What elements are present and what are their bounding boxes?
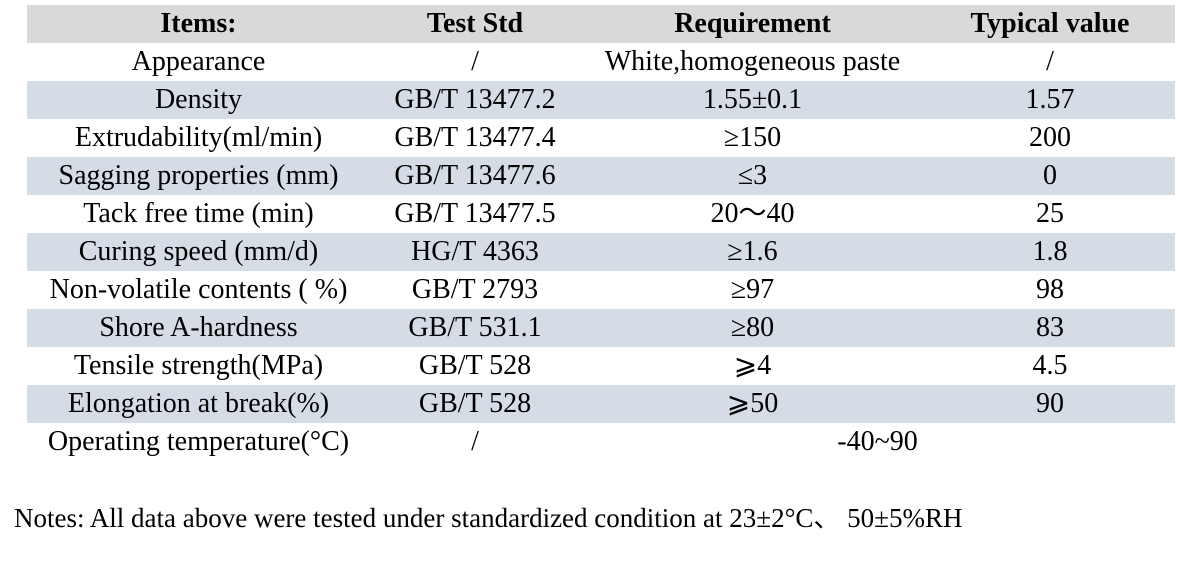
cell-item: Extrudability(ml/min)	[74, 122, 323, 154]
column-header-items: Items:	[27, 5, 370, 43]
cell-item: Operating temperature(°C)	[47, 426, 350, 458]
cell-test-std: GB/T 13477.5	[394, 198, 556, 230]
table-body: Appearance / White,homogeneous paste / D…	[27, 43, 1175, 461]
cell-item: Appearance	[131, 46, 266, 78]
cell-requirement-typical-merged: -40~90	[837, 426, 918, 458]
column-header-test-std: Test Std	[370, 5, 580, 43]
cell-item: Shore A-hardness	[99, 312, 298, 344]
cell-item: Sagging properties (mm)	[58, 160, 339, 192]
cell-item: Curing speed (mm/d)	[78, 236, 319, 268]
cell-requirement: 20～40	[710, 198, 795, 230]
cell-requirement: ≥1.6	[727, 236, 778, 268]
cell-typical-value: 1.57	[1025, 84, 1075, 116]
table-row-non-volatile-contents: Non-volatile contents ( %) GB/T 2793 ≥97…	[27, 271, 1175, 309]
table-row-shore-a-hardness: Shore A-hardness GB/T 531.1 ≥80 83	[27, 309, 1175, 347]
cell-test-std: GB/T 13477.4	[394, 122, 556, 154]
table-row-elongation-at-break: Elongation at break(%) GB/T 528 ⩾50 90	[27, 385, 1175, 423]
cell-requirement: ⩾4	[733, 350, 772, 382]
cell-test-std: GB/T 13477.2	[394, 84, 556, 116]
cell-test-std: /	[471, 46, 479, 78]
cell-typical-value: 83	[1036, 312, 1064, 344]
cell-test-std: /	[471, 426, 479, 458]
cell-requirement: ≤3	[737, 160, 768, 192]
cell-test-std: GB/T 531.1	[408, 312, 542, 344]
cell-test-std: GB/T 13477.6	[394, 160, 556, 192]
table-row-density: Density GB/T 13477.2 1.55±0.1 1.57	[27, 81, 1175, 119]
column-header-requirement: Requirement	[580, 5, 925, 43]
cell-requirement: ⩾50	[726, 388, 779, 420]
cell-typical-value: 25	[1036, 198, 1064, 230]
cell-test-std: GB/T 528	[418, 388, 532, 420]
cell-requirement: 1.55±0.1	[702, 84, 803, 116]
cell-typical-value: 98	[1036, 274, 1064, 306]
cell-item: Density	[154, 84, 243, 116]
cell-item: Elongation at break(%)	[67, 388, 330, 420]
table-row-extrudability: Extrudability(ml/min) GB/T 13477.4 ≥150 …	[27, 119, 1175, 157]
cell-typical-value: 1.8	[1032, 236, 1068, 268]
cell-item: Tack free time (min)	[83, 198, 314, 230]
cell-test-std: GB/T 2793	[411, 274, 539, 306]
cell-item: Non-volatile contents ( %)	[49, 274, 348, 306]
table-row-tack-free-time: Tack free time (min) GB/T 13477.5 20～40 …	[27, 195, 1175, 233]
cell-requirement: ≥150	[723, 122, 782, 154]
cell-typical-value: 0	[1043, 160, 1057, 192]
cell-typical-value: 200	[1029, 122, 1071, 154]
cell-typical-value: 4.5	[1032, 350, 1068, 382]
table-header-row: Items: Test Std Requirement Typical valu…	[27, 5, 1175, 43]
cell-test-std: GB/T 528	[418, 350, 532, 382]
cell-requirement: White,homogeneous paste	[604, 46, 901, 78]
cell-typical-value: 90	[1036, 388, 1064, 420]
cell-requirement: ≥80	[730, 312, 775, 344]
table-row-sagging-properties: Sagging properties (mm) GB/T 13477.6 ≤3 …	[27, 157, 1175, 195]
cell-item: Tensile strength(MPa)	[73, 350, 324, 382]
product-spec-table: Items: Test Std Requirement Typical valu…	[27, 5, 1175, 461]
cell-requirement: ≥97	[730, 274, 775, 306]
notes-text: Notes: All data above were tested under …	[14, 503, 963, 533]
column-header-typical-value: Typical value	[925, 5, 1175, 43]
table-row-curing-speed: Curing speed (mm/d) HG/T 4363 ≥1.6 1.8	[27, 233, 1175, 271]
table-row-appearance: Appearance / White,homogeneous paste /	[27, 43, 1175, 81]
cell-test-std: HG/T 4363	[411, 236, 539, 268]
cell-typical-value: /	[1046, 46, 1054, 78]
table-row-operating-temperature: Operating temperature(°C) / -40~90	[27, 423, 1175, 461]
table-row-tensile-strength: Tensile strength(MPa) GB/T 528 ⩾4 4.5	[27, 347, 1175, 385]
